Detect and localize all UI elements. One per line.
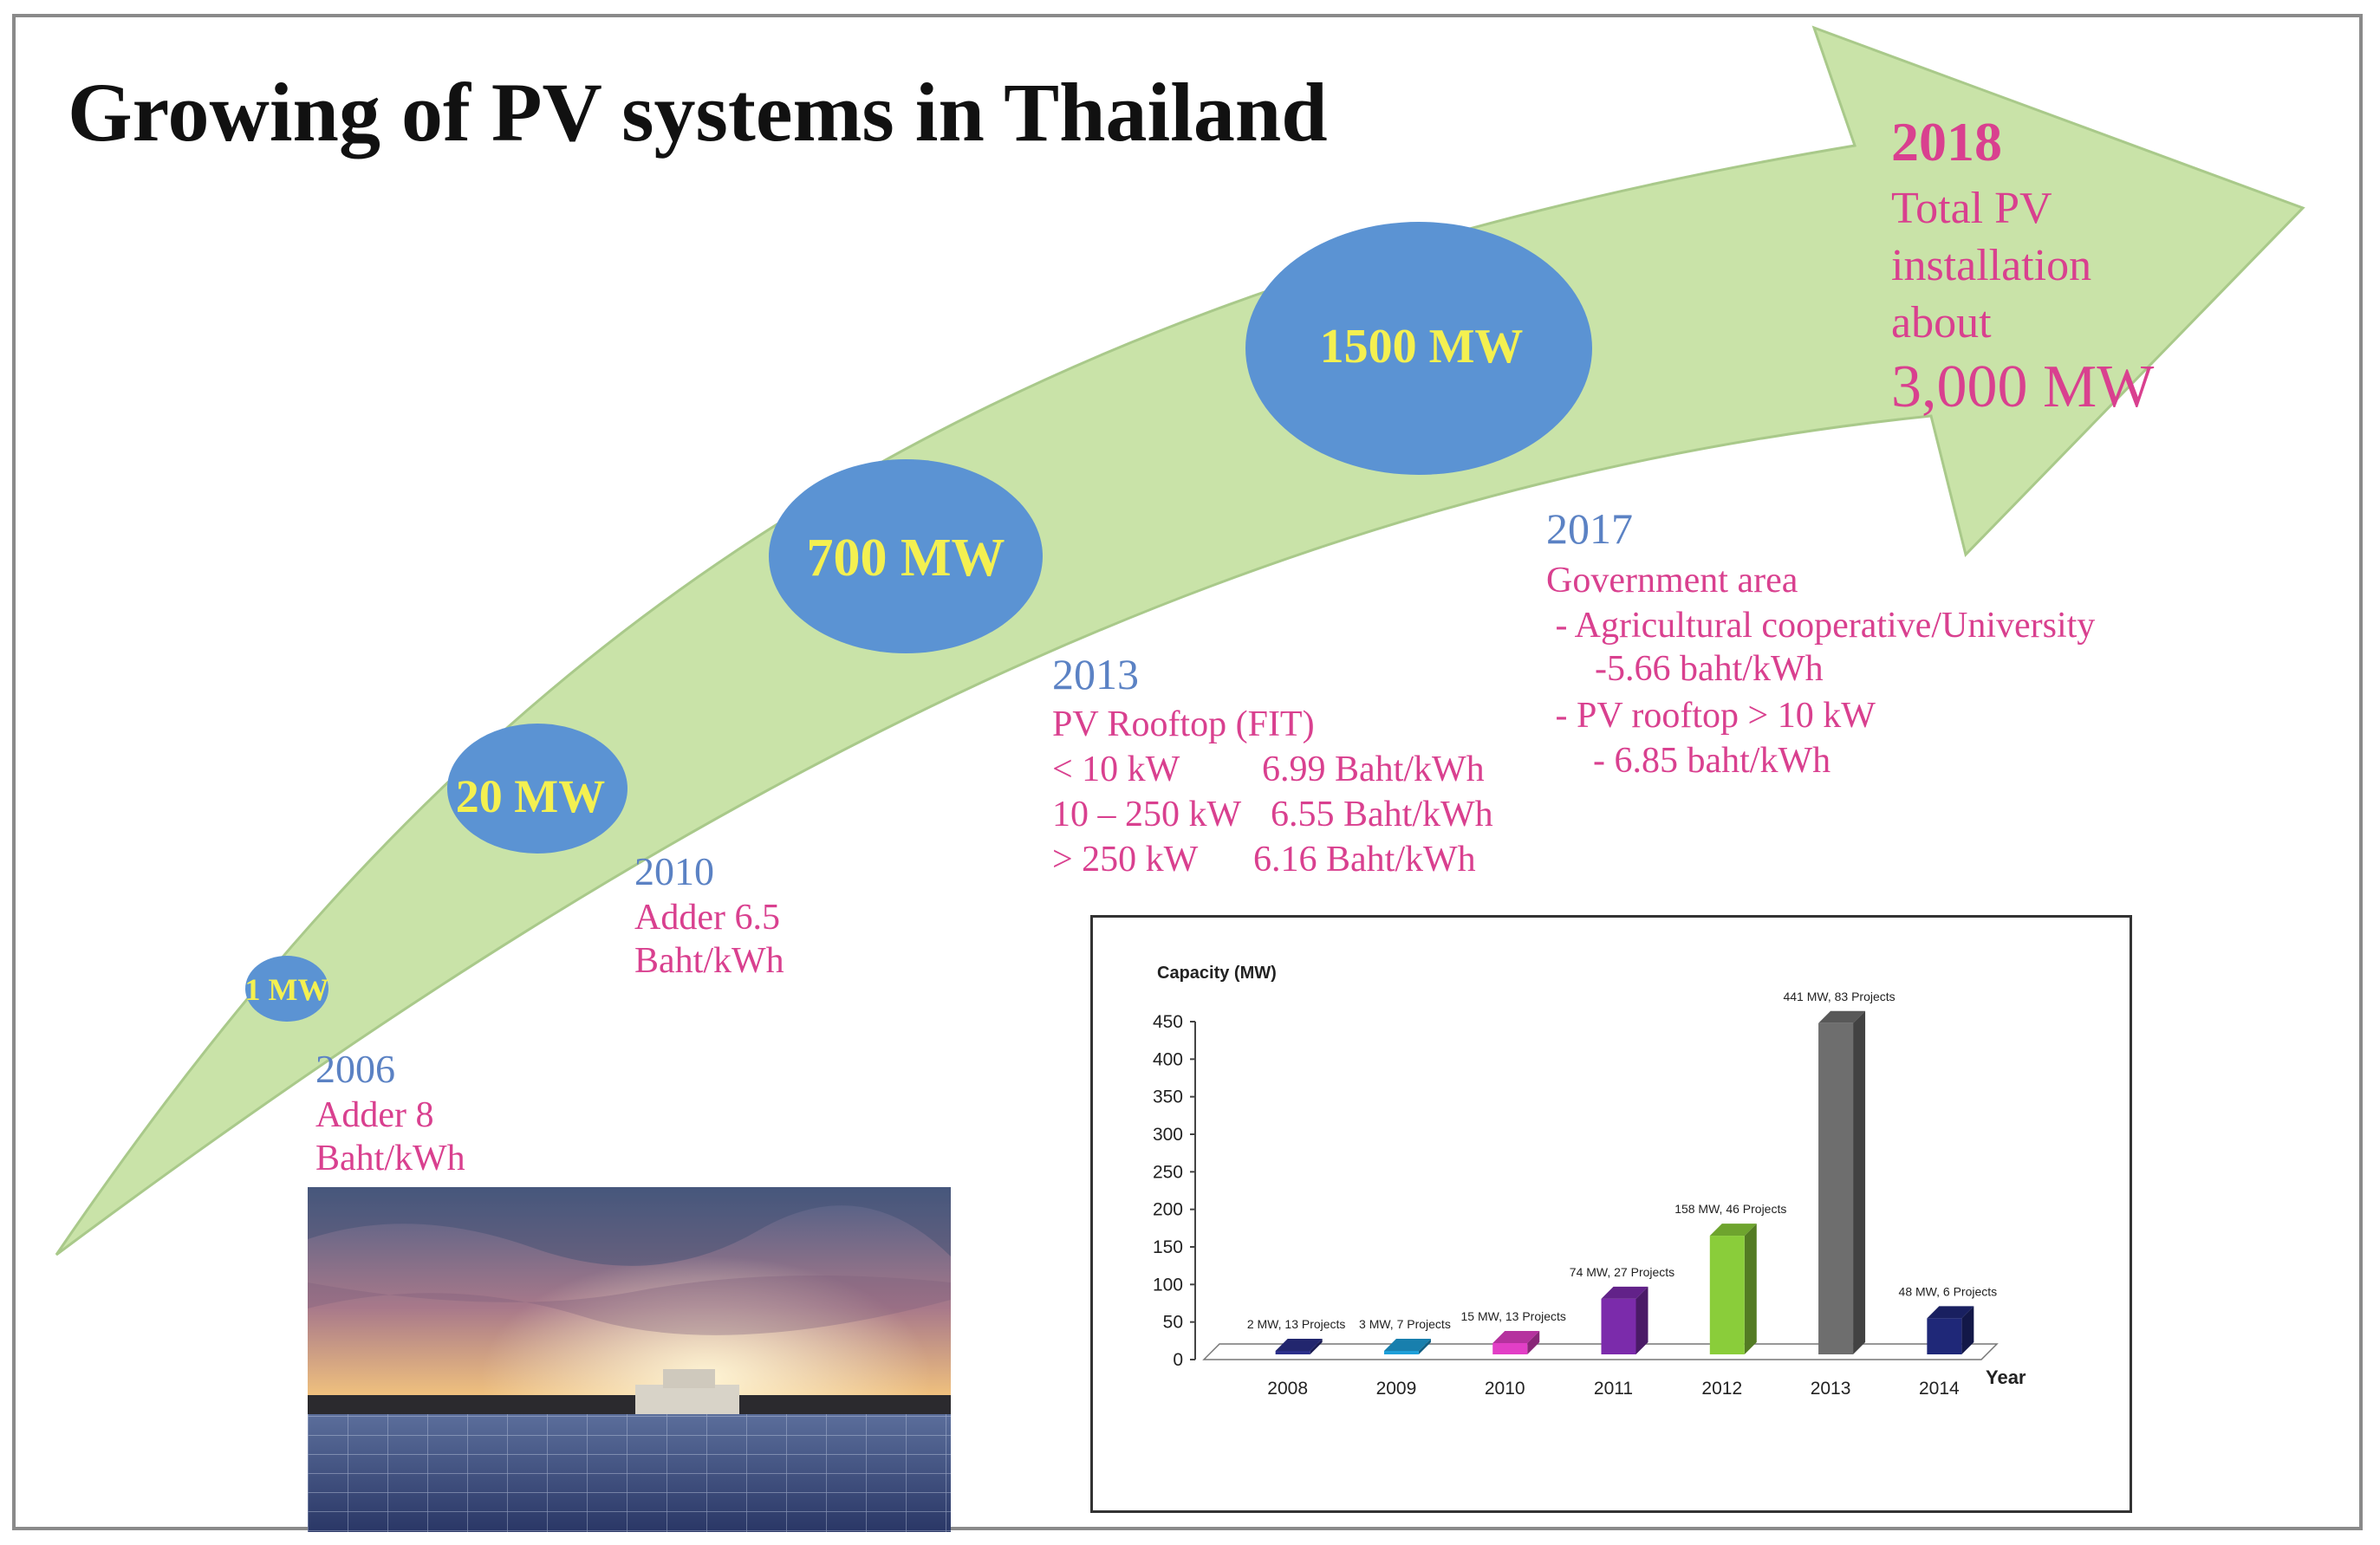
milestone-2010-line-1: Adder 6.5 — [634, 898, 780, 938]
milestone-2017-line-4: - PV rooftop > 10 kW — [1546, 696, 1876, 736]
bar-front — [1818, 1022, 1854, 1354]
y-tick-label: 350 — [1153, 1087, 1183, 1107]
bar-side — [1744, 1224, 1757, 1354]
bar-annotation: 74 MW, 27 Projects — [1570, 1265, 1674, 1279]
bar-top — [1275, 1339, 1323, 1351]
bar-side — [1853, 1010, 1866, 1354]
bar-top — [1927, 1306, 1974, 1319]
bar-2014 — [1927, 1306, 1974, 1354]
bubble-1500mw: 1500 MW — [1245, 222, 1592, 475]
milestone-2017-line-5: - 6.85 baht/kWh — [1593, 741, 1831, 781]
bar-side — [1310, 1339, 1323, 1354]
milestone-2018-line-3: about — [1891, 298, 1992, 347]
bar-top — [1601, 1286, 1648, 1299]
bar-side — [1635, 1286, 1648, 1354]
solar-panel-photo — [308, 1187, 951, 1532]
bar-top — [1383, 1339, 1431, 1351]
bubble-700mw: 700 MW — [769, 459, 1043, 653]
bar-annotation: 15 MW, 13 Projects — [1461, 1309, 1566, 1323]
bar-annotation: 3 MW, 7 Projects — [1359, 1317, 1451, 1331]
milestone-2017-line-2: - Agricultural cooperative/University — [1546, 606, 2096, 646]
milestone-2017-line-1: Government area — [1546, 561, 1798, 600]
bar-front — [1709, 1236, 1745, 1354]
bar-annotation: 441 MW, 83 Projects — [1783, 990, 1895, 1003]
fit-row-size: < 10 kW — [1052, 750, 1180, 789]
bar-side — [1961, 1306, 1974, 1354]
bar-2008 — [1275, 1339, 1323, 1354]
y-tick-label: 450 — [1153, 1012, 1183, 1032]
milestone-2013-year: 2013 — [1052, 650, 1139, 698]
fit-row-rate: 6.55 Baht/kWh — [1271, 795, 1493, 834]
y-tick-label: 300 — [1153, 1125, 1183, 1145]
bubble-700mw-label: 700 MW — [806, 529, 1005, 587]
y-tick-label: 100 — [1153, 1275, 1183, 1295]
slide-frame — [12, 14, 2363, 1530]
bar-2013 — [1818, 1010, 1866, 1354]
bar-2011 — [1601, 1286, 1648, 1354]
x-tick-label: 2010 — [1485, 1379, 1525, 1399]
bar-front — [1492, 1343, 1528, 1354]
bar-front — [1275, 1351, 1310, 1354]
fit-row-rate: 6.16 Baht/kWh — [1253, 840, 1476, 880]
y-tick-label: 150 — [1153, 1237, 1183, 1257]
bubble-1500mw-label: 1500 MW — [1320, 320, 1524, 373]
milestone-2017-year: 2017 — [1546, 504, 1633, 553]
milestone-2010-line-2: Baht/kWh — [634, 941, 784, 981]
milestone-2010-year: 2010 — [634, 849, 714, 893]
bar-side — [1418, 1339, 1431, 1354]
capacity-chart: Capacity (MW) Year 0 50 100 150 200 250 300 350… — [1090, 915, 2132, 1513]
bar-2010 — [1492, 1331, 1540, 1354]
bar-annotation: 48 MW, 6 Projects — [1899, 1284, 1998, 1298]
milestone-2006-line-1: Adder 8 — [315, 1095, 434, 1135]
bubble-20mw-label: 20 MW — [456, 770, 605, 822]
milestone-2017-line-3: -5.66 baht/kWh — [1595, 649, 1824, 689]
bar-front — [1601, 1298, 1636, 1354]
chart-ylabel: Capacity (MW) — [1157, 964, 1277, 983]
x-tick-label: 2014 — [1919, 1379, 1960, 1399]
milestone-2013-heading: PV Rooftop (FIT) — [1052, 704, 1315, 744]
milestone-2018-total: 3,000 MW — [1891, 354, 2155, 420]
y-tick-label: 50 — [1163, 1313, 1183, 1333]
bar-2012 — [1709, 1224, 1757, 1354]
chart-floor — [1202, 1343, 1999, 1360]
chart-xlabel: Year — [1986, 1366, 2026, 1388]
x-tick-label: 2012 — [1701, 1379, 1742, 1399]
milestone-2006-year: 2006 — [315, 1047, 395, 1091]
bar-front — [1383, 1351, 1419, 1354]
x-tick-label: 2008 — [1267, 1379, 1308, 1399]
milestone-2018-line-1: Total PV — [1891, 184, 2052, 233]
x-tick-label: 2011 — [1594, 1379, 1633, 1399]
bar-top — [1709, 1224, 1757, 1237]
bar-top — [1492, 1331, 1540, 1343]
bar-annotation: 2 MW, 13 Projects — [1247, 1317, 1346, 1331]
y-tick-label: 0 — [1173, 1350, 1183, 1370]
bar-side — [1527, 1331, 1540, 1354]
bubble-20mw: 20 MW — [447, 724, 628, 854]
milestone-2018-year: 2018 — [1891, 111, 2002, 172]
solar-field-image — [308, 1187, 951, 1532]
bubble-1mw: 1 MW — [245, 956, 329, 1022]
x-tick-label: 2013 — [1811, 1379, 1851, 1399]
y-tick-label: 400 — [1153, 1049, 1183, 1069]
fit-row-size: > 250 kW — [1052, 840, 1199, 880]
fit-row-size: 10 – 250 kW — [1052, 795, 1242, 834]
y-tick-label: 200 — [1153, 1200, 1183, 1220]
bar-front — [1927, 1318, 1962, 1354]
milestone-2018-line-2: installation — [1891, 241, 2092, 290]
milestone-2006-line-2: Baht/kWh — [315, 1139, 465, 1178]
fit-row-rate: 6.99 Baht/kWh — [1262, 750, 1485, 789]
bar-top — [1818, 1010, 1866, 1023]
x-tick-label: 2009 — [1376, 1379, 1417, 1399]
slide-title: Growing of PV systems in Thailand — [68, 66, 1328, 159]
bar-2009 — [1383, 1339, 1431, 1354]
bubble-1mw-label: 1 MW — [245, 972, 329, 1007]
bar-annotation: 158 MW, 46 Projects — [1674, 1202, 1786, 1216]
capacity-chart-svg: Capacity (MW) Year 0 50 100 150 200 250 300 350… — [1153, 964, 2026, 1399]
y-tick-label: 250 — [1153, 1162, 1183, 1182]
